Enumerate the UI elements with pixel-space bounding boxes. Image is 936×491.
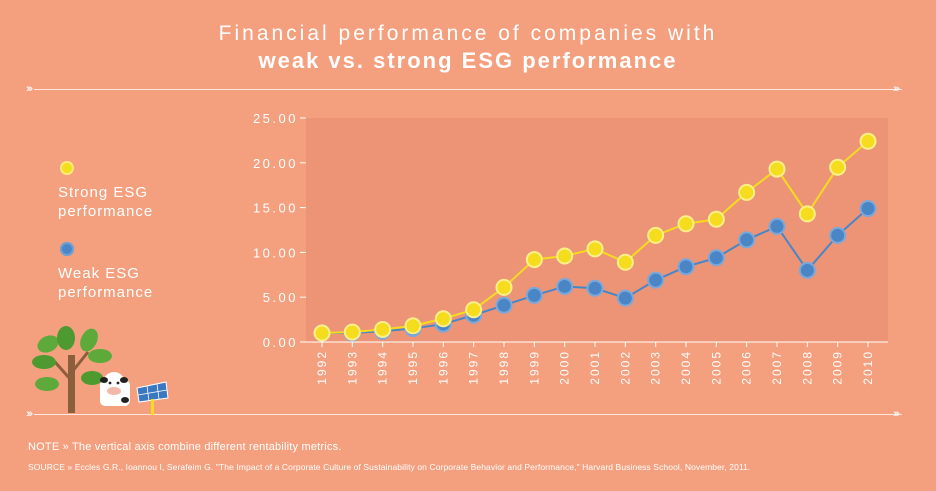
x-tick-label: 1995	[406, 350, 420, 385]
x-tick-label: 1992	[315, 350, 329, 385]
legend-weak-label: Weak ESG performance	[58, 265, 154, 301]
data-point-strong	[859, 132, 877, 150]
x-tick-label: 2007	[770, 350, 784, 385]
data-point-strong	[313, 324, 331, 342]
x-tick-label: 2006	[740, 350, 754, 385]
arrow-left-bottom-icon: ›››	[26, 408, 33, 420]
legend-weak: Weak ESG performance	[58, 242, 178, 302]
x-tick-label: 2003	[649, 350, 663, 385]
data-point-strong	[647, 226, 665, 244]
cow-icon	[100, 372, 130, 406]
data-point-weak	[768, 217, 786, 235]
solar-panel-icon	[136, 381, 169, 415]
data-point-strong	[556, 247, 574, 265]
data-point-strong	[343, 323, 361, 341]
y-tick-label: 15.00	[253, 201, 298, 216]
arrow-left-top-icon: ›››	[26, 83, 33, 95]
legend-weak-marker-icon	[60, 242, 74, 256]
legend-strong-marker-icon	[60, 161, 74, 175]
data-point-strong	[707, 210, 725, 228]
x-tick-label: 2002	[618, 350, 632, 385]
data-point-weak	[798, 261, 816, 279]
x-tick-label: 1997	[467, 350, 481, 385]
data-point-strong	[434, 310, 452, 328]
data-point-strong	[829, 158, 847, 176]
x-tick-label: 2005	[709, 350, 723, 385]
x-tick-label: 2010	[861, 350, 875, 385]
y-tick-label: 20.00	[253, 156, 298, 171]
legend-strong: Strong ESG performance	[58, 161, 178, 221]
y-tick-label: 25.00	[253, 111, 298, 126]
tree-icon	[32, 326, 112, 413]
data-point-strong	[616, 253, 634, 271]
bottom-divider	[34, 414, 902, 415]
data-point-strong	[495, 278, 513, 296]
data-point-weak	[738, 231, 756, 249]
y-tick-label: 5.00	[263, 290, 298, 305]
legend-strong-label: Strong ESG performance	[58, 184, 154, 220]
x-tick-label: 1996	[436, 350, 450, 385]
footnote-note: NOTE » The vertical axis combine differe…	[28, 441, 342, 453]
data-point-strong	[738, 183, 756, 201]
data-point-weak	[525, 286, 543, 304]
x-tick-label: 2008	[800, 350, 814, 385]
arrow-right-bottom-icon: ›››	[893, 408, 900, 420]
data-point-weak	[616, 289, 634, 307]
x-tick-label: 2000	[558, 350, 572, 385]
data-point-strong	[525, 251, 543, 269]
data-point-weak	[556, 277, 574, 295]
x-tick-label: 1998	[497, 350, 511, 385]
data-point-strong	[404, 317, 422, 335]
data-point-strong	[768, 160, 786, 178]
x-tick-label: 1993	[345, 350, 359, 385]
x-tick-label: 2009	[831, 350, 845, 385]
data-point-strong	[677, 215, 695, 233]
data-point-strong	[586, 240, 604, 258]
x-tick-label: 1999	[527, 350, 541, 385]
data-point-weak	[495, 296, 513, 314]
y-tick-label: 0.00	[263, 335, 298, 350]
data-point-strong	[374, 320, 392, 338]
data-point-strong	[465, 301, 483, 319]
chart-title-line1: Financial performance of companies with	[218, 22, 718, 45]
top-divider	[34, 89, 902, 90]
arrow-right-top-icon: ›››	[893, 83, 900, 95]
x-tick-label: 2001	[588, 350, 602, 385]
data-point-weak	[647, 271, 665, 289]
data-point-weak	[677, 258, 695, 276]
data-point-weak	[859, 199, 877, 217]
data-point-weak	[586, 279, 604, 297]
data-point-strong	[798, 205, 816, 223]
data-point-weak	[707, 249, 725, 267]
footnote-source: SOURCE » Eccles G.R., Ioannou I, Serafei…	[28, 462, 751, 472]
x-tick-label: 2004	[679, 350, 693, 385]
y-tick-label: 10.00	[253, 245, 298, 260]
plot-area	[306, 118, 888, 342]
chart-title-line2: weak vs. strong ESG performance	[258, 48, 678, 73]
data-point-weak	[829, 226, 847, 244]
x-tick-label: 1994	[376, 350, 390, 385]
